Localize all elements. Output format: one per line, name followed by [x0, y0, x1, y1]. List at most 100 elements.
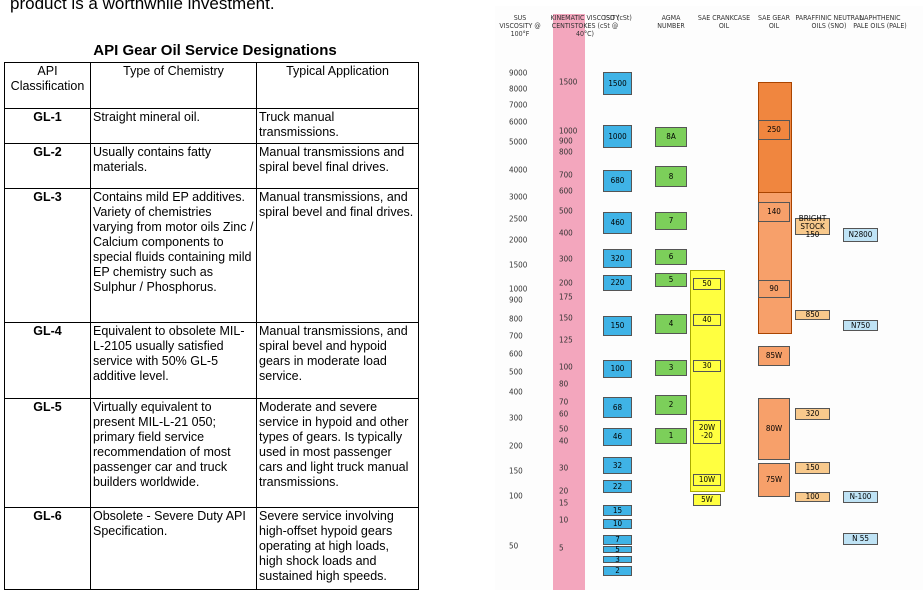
paraffinic-box: 850 [795, 310, 830, 320]
agma-box: 6 [655, 249, 687, 265]
crankcase-box: 40 [693, 314, 721, 326]
agma-box: 8A [655, 127, 687, 147]
table-row: GL-6 Obsolete - Severe Duty API Specifica… [4, 507, 419, 590]
header-row: API Classification Type of Chemistry Typic… [4, 62, 419, 109]
sus-label: 200 [509, 441, 523, 451]
column-header: AGMA NUMBER [657, 14, 685, 30]
table-row: GL-2 Usually contains fatty materials. Man… [4, 143, 419, 189]
kinematic-label: 150 [559, 313, 573, 323]
agma-box: 5 [655, 273, 687, 287]
iso-box: 10 [603, 519, 632, 529]
table-cell: Usually contains fatty materials. [90, 143, 257, 189]
agma-box: 8 [655, 166, 687, 187]
table-title: API Gear Oil Service Designations [93, 42, 337, 59]
kinematic-label: 800 [559, 147, 573, 157]
sus-label: 50 [509, 541, 519, 551]
iso-box: 100 [603, 360, 632, 378]
kinematic-label: 400 [559, 228, 573, 238]
gear-box: 85W [758, 346, 790, 366]
classification-cell: GL-3 [4, 188, 91, 323]
column-header: ISO (cSt) [604, 14, 632, 22]
kinematic-label: 900 [559, 136, 573, 146]
table-cell: Straight mineral oil. [90, 108, 257, 144]
iso-box: 1500 [603, 72, 632, 95]
table-row: GL-5 Virtually equivalent to present MIL-… [4, 398, 419, 508]
kinematic-label: 20 [559, 486, 569, 496]
kinematic-label: 1500 [559, 77, 578, 87]
sus-label: 5000 [509, 137, 528, 147]
column-header: KINEMATIC VISCOSITY CENTISTOKES (cSt @ 4… [550, 14, 620, 38]
kinematic-label: 200 [559, 278, 573, 288]
sus-label: 8000 [509, 84, 528, 94]
iso-box: 7 [603, 535, 632, 545]
iso-box: 1000 [603, 125, 632, 148]
crankcase-box: 5W [693, 494, 721, 506]
classification-cell: GL-2 [4, 143, 91, 189]
gear-box: 250 [758, 120, 790, 140]
kinematic-label: 70 [559, 397, 569, 407]
header-cell: API Classification [4, 62, 91, 109]
kinematic-label: 60 [559, 409, 569, 419]
table-cell: Manual transmissions, and spiral bevel a… [256, 188, 419, 323]
paraffinic-box: 150 [795, 462, 830, 474]
iso-box: 68 [603, 397, 632, 418]
sus-label: 1500 [509, 260, 528, 270]
iso-box: 32 [603, 457, 632, 474]
agma-box: 3 [655, 360, 687, 376]
sus-label: 6000 [509, 117, 528, 127]
viscosity-chart: SUS VISCOSITY @ 100°F KINEMATIC VISCOSITY… [495, 6, 923, 590]
naphthenic-box: N750 [843, 320, 878, 331]
iso-box: 5 [603, 545, 632, 553]
kinematic-label: 175 [559, 292, 573, 302]
sus-label: 900 [509, 295, 523, 305]
header-cell: Type of Chemistry [90, 62, 257, 109]
gear-box: 140 [758, 202, 790, 222]
designation-table: API Classification Type of Chemistry Typic… [4, 62, 419, 590]
intro-text: product is a worthwhile investment. [10, 0, 275, 13]
agma-box: 2 [655, 395, 687, 415]
gear-box: 80W [758, 398, 790, 460]
column-header: PARAFFINIC NEUTRAL OILS (SNO) [795, 14, 863, 30]
column-header: SUS VISCOSITY @ 100°F [499, 14, 541, 38]
table-cell: Manual transmissions and spiral bevel fi… [256, 143, 419, 189]
table-cell: Moderate and severe service in hypoid an… [256, 398, 419, 508]
kinematic-label: 100 [559, 362, 573, 372]
kinematic-label: 500 [559, 206, 573, 216]
sus-label: 800 [509, 314, 523, 324]
gear-box: 75W [758, 463, 790, 497]
table-row: GL-1 Straight mineral oil. Truck manual tr… [4, 108, 419, 144]
sus-label: 1000 [509, 284, 528, 294]
kinematic-label: 30 [559, 463, 569, 473]
table-cell: Severe service involving high-offset hyp… [256, 507, 419, 590]
classification-cell: GL-6 [4, 507, 91, 590]
sus-label: 700 [509, 331, 523, 341]
sus-label: 400 [509, 387, 523, 397]
classification-cell: GL-4 [4, 322, 91, 399]
paraffinic-box: 320 [795, 408, 830, 420]
iso-box: 15 [603, 505, 632, 516]
sus-label: 2500 [509, 214, 528, 224]
crankcase-band [690, 270, 725, 492]
column-header: SAE CRANKCASE OIL [697, 14, 751, 30]
table-row: GL-3 Contains mild EP additives. Variety … [4, 188, 419, 323]
gear-box: 90 [758, 280, 790, 298]
crankcase-box: 50 [693, 278, 721, 290]
sus-label: 3000 [509, 192, 528, 202]
kinematic-label: 15 [559, 498, 569, 508]
table-cell: Virtually equivalent to present MIL-L-21… [90, 398, 257, 508]
iso-box: 46 [603, 428, 632, 446]
table-cell: Equivalent to obsolete MIL-L-2105 usuall… [90, 322, 257, 399]
kinematic-label: 1000 [559, 126, 578, 136]
kinematic-label: 40 [559, 436, 569, 446]
sus-label: 4000 [509, 165, 528, 175]
column-header: NAPHTHENIC PALE OILS (PALE) [853, 14, 907, 30]
sus-label: 600 [509, 349, 523, 359]
agma-box: 7 [655, 212, 687, 230]
crankcase-box: 10W [693, 474, 721, 486]
sus-label: 150 [509, 466, 523, 476]
classification-cell: GL-1 [4, 108, 91, 144]
kinematic-label: 5 [559, 543, 564, 553]
kinematic-label: 300 [559, 254, 573, 264]
sus-label: 9000 [509, 68, 528, 78]
agma-box: 4 [655, 314, 687, 334]
